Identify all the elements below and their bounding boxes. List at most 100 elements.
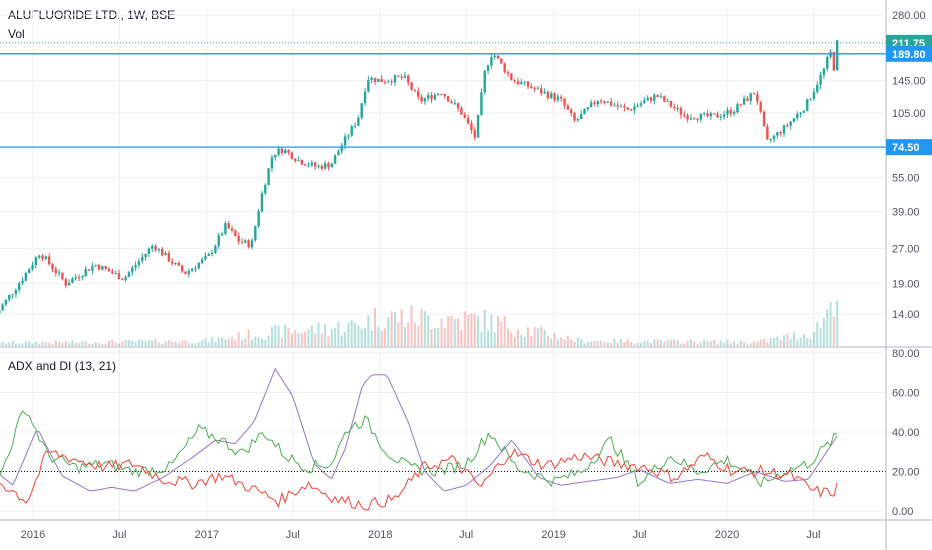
volume-bar (696, 343, 699, 346)
volume-bar (167, 340, 170, 346)
volume-bar (121, 341, 124, 346)
volume-bar (197, 342, 200, 346)
time-tick-label: 2019 (541, 529, 565, 541)
candle-body (546, 91, 550, 98)
candle-body (357, 117, 360, 126)
volume-bar (307, 329, 310, 346)
candle-body (553, 93, 556, 100)
volume-bar (497, 316, 500, 346)
candle-body (746, 98, 749, 101)
volume-bar (111, 340, 114, 346)
price-tick-label: 280.00 (892, 10, 926, 22)
candle-body (420, 96, 423, 102)
indicator-tick-label: 60.00 (892, 388, 920, 400)
volume-bar (194, 343, 197, 346)
volume-bar (613, 338, 616, 346)
candle-body (400, 76, 403, 78)
candle-body (390, 81, 393, 83)
candle-body (280, 148, 284, 153)
candle-body (347, 135, 350, 137)
candle-body (636, 105, 639, 107)
volume-bar (733, 341, 736, 346)
candle-body (669, 100, 673, 107)
candle-body (31, 264, 34, 270)
candle-body (244, 240, 247, 243)
volume-bar (337, 321, 340, 346)
candle-body (666, 100, 669, 102)
volume-bar (74, 342, 77, 346)
candle-body (579, 114, 583, 120)
price-tick-label: 27.00 (892, 243, 920, 255)
grid (0, 8, 886, 520)
candle-body (224, 223, 227, 234)
volume-bar (324, 324, 327, 346)
candle-body (144, 253, 147, 257)
candle-body (619, 106, 623, 108)
volume-bar (477, 316, 480, 346)
candle-body (456, 103, 460, 109)
candle-body (184, 271, 187, 275)
candle-body (257, 211, 260, 227)
volume-bar (433, 328, 436, 346)
volume-bar (576, 337, 579, 346)
candle-body (699, 113, 703, 120)
volume-bar (719, 340, 722, 346)
horizontal-levels[interactable] (0, 42, 886, 148)
candle-body (111, 271, 114, 274)
candle-body (816, 85, 819, 92)
candle-body (676, 108, 679, 110)
candle-body (433, 94, 437, 100)
candle-body (403, 75, 407, 78)
candle-body (124, 276, 127, 280)
volume-bar (659, 339, 662, 346)
volume-bar (217, 337, 220, 346)
volume-bar (101, 344, 104, 346)
candle-body (127, 272, 131, 277)
candle-body (460, 108, 463, 115)
level-price-label: 74.50 (892, 142, 920, 154)
series-line-adx (0, 367, 838, 492)
volume-bar (334, 327, 337, 346)
volume-bar (789, 339, 792, 346)
candle-body (789, 121, 792, 126)
candle-body (573, 113, 576, 121)
volume-bar (141, 340, 144, 346)
volume-bar (779, 339, 782, 346)
candle-body (307, 165, 310, 167)
candle-body (589, 102, 593, 108)
volume-bar (507, 328, 510, 346)
volume-bar (726, 339, 729, 346)
candle-body (303, 164, 307, 166)
volume-bar (164, 341, 167, 346)
volume-bar (792, 332, 795, 346)
candle-body (812, 91, 816, 99)
volume-bar (709, 341, 712, 346)
volume-bar (693, 341, 696, 346)
volume-bar (533, 326, 536, 346)
volume-bar (377, 326, 380, 346)
candle-body (240, 241, 244, 243)
candle-body (37, 255, 41, 258)
volume-bar (317, 322, 320, 346)
candle-body (164, 252, 167, 256)
candle-body (410, 82, 413, 90)
candle-body (170, 261, 174, 264)
volume-bar (354, 323, 357, 346)
candle-body (806, 99, 809, 111)
time-tick-label: 2018 (368, 529, 392, 541)
candle-body (393, 75, 397, 83)
volume-bar (393, 312, 396, 346)
candle-body (686, 115, 689, 120)
volume-bar (144, 341, 147, 346)
candle-body (174, 262, 177, 264)
volume-bar (84, 340, 87, 346)
candle-body (227, 223, 230, 229)
candle-body (822, 68, 826, 75)
candle-body (18, 283, 21, 290)
volume-bar (686, 340, 689, 346)
volume-bar (320, 333, 323, 346)
candle-body (656, 94, 659, 97)
candle-body (264, 185, 267, 194)
volume-bar (300, 332, 303, 346)
